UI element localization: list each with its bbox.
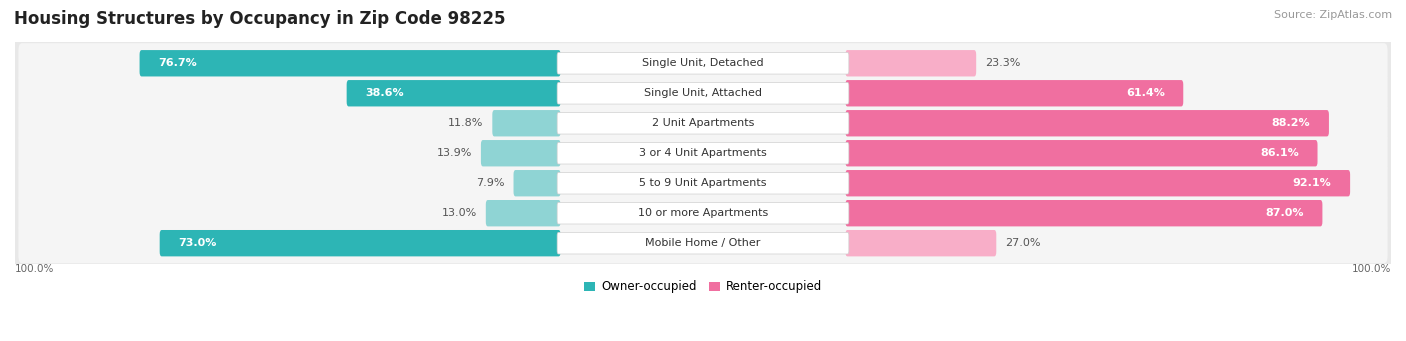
Text: 61.4%: 61.4% (1126, 88, 1164, 98)
FancyBboxPatch shape (18, 163, 1388, 203)
FancyBboxPatch shape (14, 190, 1392, 236)
FancyBboxPatch shape (492, 110, 561, 136)
Text: Single Unit, Attached: Single Unit, Attached (644, 88, 762, 98)
FancyBboxPatch shape (845, 140, 1317, 166)
Text: 92.1%: 92.1% (1292, 178, 1331, 188)
Text: 5 to 9 Unit Apartments: 5 to 9 Unit Apartments (640, 178, 766, 188)
Text: 88.2%: 88.2% (1272, 118, 1310, 128)
Text: 27.0%: 27.0% (1005, 238, 1040, 248)
FancyBboxPatch shape (18, 43, 1388, 83)
FancyBboxPatch shape (845, 50, 976, 76)
Text: 10 or more Apartments: 10 or more Apartments (638, 208, 768, 218)
Text: 13.9%: 13.9% (437, 148, 472, 158)
FancyBboxPatch shape (845, 170, 1350, 196)
Text: 100.0%: 100.0% (1351, 264, 1391, 273)
FancyBboxPatch shape (557, 83, 849, 104)
Text: Housing Structures by Occupancy in Zip Code 98225: Housing Structures by Occupancy in Zip C… (14, 10, 506, 28)
Text: 2 Unit Apartments: 2 Unit Apartments (652, 118, 754, 128)
FancyBboxPatch shape (18, 193, 1388, 233)
Text: 87.0%: 87.0% (1265, 208, 1303, 218)
Text: 76.7%: 76.7% (157, 58, 197, 68)
FancyBboxPatch shape (845, 110, 1329, 136)
Text: 23.3%: 23.3% (986, 58, 1021, 68)
FancyBboxPatch shape (14, 71, 1392, 116)
FancyBboxPatch shape (18, 223, 1388, 263)
Text: 13.0%: 13.0% (441, 208, 477, 218)
FancyBboxPatch shape (139, 50, 561, 76)
FancyBboxPatch shape (14, 101, 1392, 146)
Legend: Owner-occupied, Renter-occupied: Owner-occupied, Renter-occupied (579, 276, 827, 298)
Text: Mobile Home / Other: Mobile Home / Other (645, 238, 761, 248)
FancyBboxPatch shape (513, 170, 561, 196)
Text: 11.8%: 11.8% (449, 118, 484, 128)
Text: Source: ZipAtlas.com: Source: ZipAtlas.com (1274, 10, 1392, 20)
Text: 7.9%: 7.9% (477, 178, 505, 188)
FancyBboxPatch shape (14, 131, 1392, 176)
FancyBboxPatch shape (18, 73, 1388, 113)
FancyBboxPatch shape (557, 233, 849, 254)
FancyBboxPatch shape (14, 220, 1392, 266)
FancyBboxPatch shape (18, 133, 1388, 173)
FancyBboxPatch shape (481, 140, 561, 166)
Text: Single Unit, Detached: Single Unit, Detached (643, 58, 763, 68)
Text: 73.0%: 73.0% (179, 238, 217, 248)
FancyBboxPatch shape (486, 200, 561, 226)
FancyBboxPatch shape (557, 173, 849, 194)
Text: 3 or 4 Unit Apartments: 3 or 4 Unit Apartments (640, 148, 766, 158)
Text: 38.6%: 38.6% (366, 88, 404, 98)
FancyBboxPatch shape (18, 103, 1388, 143)
FancyBboxPatch shape (845, 230, 997, 256)
Text: 100.0%: 100.0% (15, 264, 55, 273)
FancyBboxPatch shape (557, 143, 849, 164)
FancyBboxPatch shape (845, 200, 1323, 226)
FancyBboxPatch shape (14, 160, 1392, 206)
FancyBboxPatch shape (160, 230, 561, 256)
FancyBboxPatch shape (557, 203, 849, 224)
FancyBboxPatch shape (557, 53, 849, 74)
FancyBboxPatch shape (557, 113, 849, 134)
FancyBboxPatch shape (347, 80, 561, 106)
FancyBboxPatch shape (845, 80, 1184, 106)
Text: 86.1%: 86.1% (1260, 148, 1299, 158)
FancyBboxPatch shape (14, 41, 1392, 86)
